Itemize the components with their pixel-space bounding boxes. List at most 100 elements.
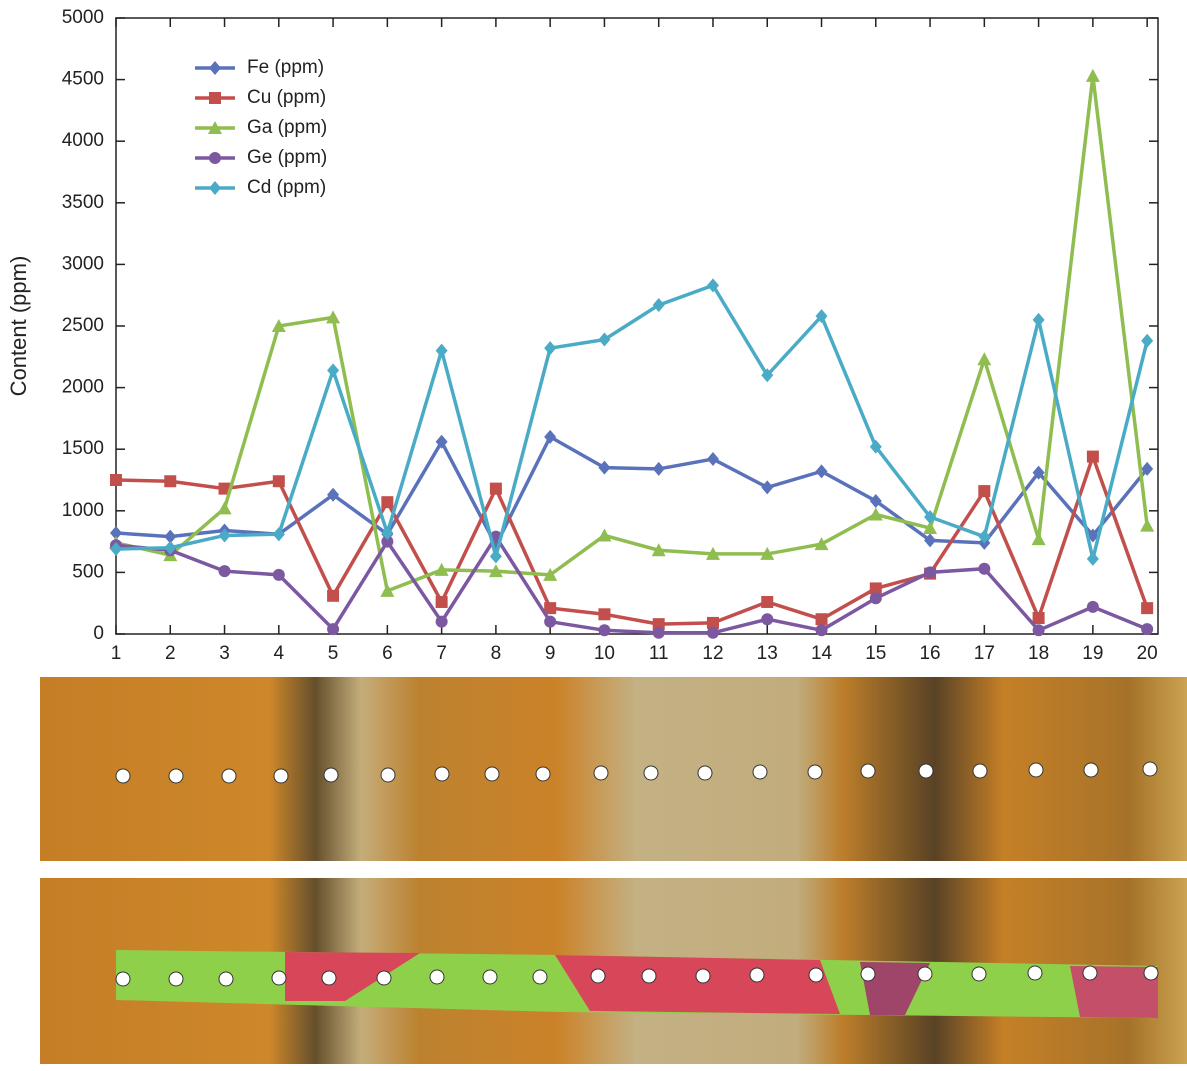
data-point xyxy=(164,540,177,555)
series-line xyxy=(115,533,1148,635)
data-point xyxy=(598,460,611,475)
data-point xyxy=(761,595,774,608)
x-tick-label: 9 xyxy=(545,643,556,664)
x-tick-label: 5 xyxy=(328,643,339,664)
data-point xyxy=(598,624,611,637)
x-tick-label: 13 xyxy=(757,643,778,664)
x-tick-label: 17 xyxy=(974,643,995,664)
x-tick-label: 1 xyxy=(111,643,122,664)
y-axis-label: Content (ppm) xyxy=(6,256,31,397)
data-point xyxy=(434,562,449,576)
legend-swatch-marker xyxy=(209,181,221,195)
data-point xyxy=(1032,465,1045,480)
series-line xyxy=(115,451,1149,626)
data-point xyxy=(706,452,719,467)
data-point xyxy=(272,527,285,542)
x-tick-label: 6 xyxy=(382,643,393,664)
data-point xyxy=(1141,333,1154,348)
y-tick-label: 500 xyxy=(72,561,104,582)
x-tick-label: 19 xyxy=(1082,643,1103,664)
x-tick-label: 3 xyxy=(219,643,230,664)
data-point xyxy=(1032,611,1045,624)
y-tick-label: 3500 xyxy=(62,192,104,213)
legend-swatch-marker xyxy=(209,61,221,75)
data-point xyxy=(326,310,341,324)
y-tick-label: 0 xyxy=(93,623,104,644)
data-point xyxy=(869,493,882,508)
data-point xyxy=(978,529,991,544)
y-tick-label: 4500 xyxy=(62,69,104,90)
data-point xyxy=(924,533,937,548)
y-tick-label: 2500 xyxy=(62,315,104,336)
data-point xyxy=(977,352,992,366)
legend-label: Ge (ppm) xyxy=(247,147,327,168)
sample-points xyxy=(115,761,1159,987)
series-line xyxy=(115,75,1149,594)
legend-swatch-marker xyxy=(209,152,221,164)
data-point xyxy=(1032,312,1045,327)
y-tick-label: 1000 xyxy=(62,500,104,521)
photo-strip-2 xyxy=(40,878,1187,1064)
data-point xyxy=(706,626,719,639)
photo-strip-1 xyxy=(40,677,1187,861)
data-point xyxy=(869,592,882,605)
data-point xyxy=(435,595,448,608)
data-point xyxy=(761,480,774,495)
data-point xyxy=(217,501,232,515)
data-point xyxy=(381,496,394,509)
series-line xyxy=(115,283,1149,564)
y-tick-label: 3000 xyxy=(62,253,104,274)
data-point xyxy=(706,278,719,293)
data-point xyxy=(110,525,122,540)
data-point xyxy=(651,543,666,557)
data-point xyxy=(271,319,286,332)
data-point xyxy=(218,482,231,495)
data-point xyxy=(598,332,611,347)
data-point xyxy=(327,363,340,378)
x-tick-label: 12 xyxy=(702,643,723,664)
data-point xyxy=(1031,532,1046,546)
data-point xyxy=(381,525,394,540)
data-point xyxy=(652,461,665,476)
data-point xyxy=(544,429,557,444)
data-point xyxy=(978,485,991,498)
data-point xyxy=(380,583,395,597)
legend-label: Fe (ppm) xyxy=(247,57,324,78)
x-tick-label: 11 xyxy=(649,643,669,664)
data-point xyxy=(815,464,828,479)
data-point xyxy=(978,562,991,575)
data-point xyxy=(164,475,177,488)
data-point xyxy=(218,565,231,578)
data-point xyxy=(761,368,774,383)
plot-frame xyxy=(115,17,1159,635)
data-point xyxy=(164,529,177,544)
data-point xyxy=(110,474,122,486)
data-point xyxy=(1032,624,1045,637)
x-tick-label: 4 xyxy=(274,643,285,664)
data-point xyxy=(1141,461,1154,476)
data-point xyxy=(381,535,394,548)
data-point xyxy=(652,618,665,631)
data-point xyxy=(706,616,719,629)
x-tick-label: 20 xyxy=(1137,643,1158,664)
legend-label: Cu (ppm) xyxy=(247,87,326,108)
x-tick-label: 15 xyxy=(865,643,886,664)
data-point xyxy=(814,537,829,551)
data-point xyxy=(489,549,502,564)
data-point xyxy=(488,564,503,578)
x-tick-label: 16 xyxy=(919,643,940,664)
legend-label: Ga (ppm) xyxy=(247,117,327,138)
data-point xyxy=(272,568,285,581)
data-point xyxy=(489,482,502,495)
data-point xyxy=(597,528,612,542)
data-point xyxy=(868,507,883,521)
data-point xyxy=(652,626,665,639)
data-point xyxy=(327,623,340,636)
data-point xyxy=(1086,600,1099,613)
x-tick-label: 2 xyxy=(165,643,176,664)
data-point xyxy=(218,528,231,543)
series-line xyxy=(115,434,1149,550)
y-tick-label: 5000 xyxy=(62,7,104,28)
data-point xyxy=(652,298,665,313)
